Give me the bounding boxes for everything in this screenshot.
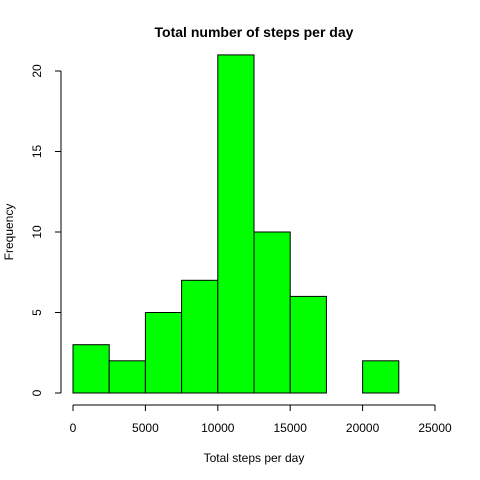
x-tick-label: 0 <box>70 421 77 435</box>
histogram-bar-0 <box>72 344 110 394</box>
x-tick-label: 10000 <box>201 421 235 435</box>
y-axis: 0 5 10 15 20 <box>30 64 62 396</box>
histogram-bar-6 <box>289 295 327 394</box>
y-tick-label: 5 <box>30 309 44 316</box>
histogram-bar-5 <box>253 231 291 394</box>
histogram-bar-4 <box>217 54 255 394</box>
x-tick-label: 15000 <box>274 421 308 435</box>
y-tick-label: 20 <box>30 64 44 78</box>
histogram-bar-1 <box>108 360 146 394</box>
y-tick-label: 15 <box>30 145 44 159</box>
x-tick-label: 5000 <box>132 421 159 435</box>
y-tick-label: 10 <box>30 225 44 239</box>
bars-group <box>72 54 400 394</box>
histogram-bar-8 <box>362 360 400 394</box>
histogram-bar-2 <box>144 312 183 394</box>
x-axis: 0 5000 10000 15000 20000 25000 <box>70 404 452 435</box>
histogram-bar-3 <box>181 279 219 394</box>
x-tick-label: 25000 <box>418 421 452 435</box>
x-tick-label: 20000 <box>346 421 380 435</box>
y-axis-label: Frequency <box>2 204 16 261</box>
x-axis-label: Total steps per day <box>204 451 305 465</box>
chart-title: Total number of steps per day <box>155 24 354 40</box>
y-tick-label: 0 <box>30 389 44 396</box>
